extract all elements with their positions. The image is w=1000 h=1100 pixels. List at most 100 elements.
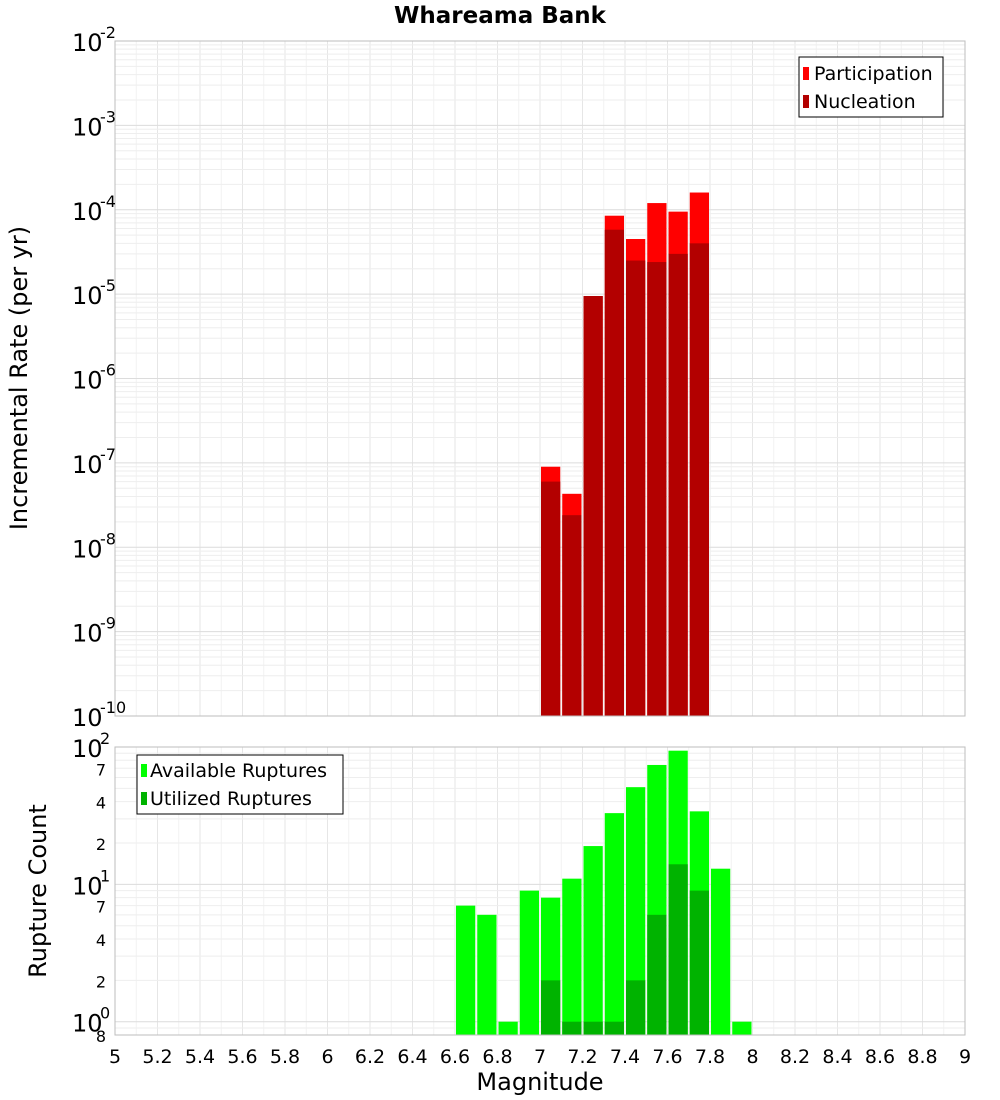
legend-swatch-nucleation xyxy=(803,95,809,108)
x-tick-label: 9 xyxy=(959,1046,971,1068)
rate-y-tick-label: 10 xyxy=(72,704,103,732)
x-tick-label: 7.6 xyxy=(652,1046,682,1068)
rate-grid xyxy=(114,40,966,717)
x-tick-label: 7.8 xyxy=(695,1046,725,1068)
count-bar-utilized-ruptures xyxy=(647,914,667,1035)
count-bar-available-ruptures xyxy=(498,1021,518,1035)
rate-y-tick-exponent: -10 xyxy=(100,698,126,717)
rate-bar-nucleation xyxy=(668,253,688,716)
x-tick-label: 8.8 xyxy=(907,1046,937,1068)
rate-y-tick-exponent: -6 xyxy=(100,361,116,380)
x-tick-label: 6.2 xyxy=(355,1046,385,1068)
legend-participation: Participation xyxy=(814,63,933,85)
count-y-tick-exponent: 2 xyxy=(100,729,110,748)
rate-bar-nucleation xyxy=(689,243,709,717)
x-tick-label: 7 xyxy=(534,1046,546,1068)
count-legend-box xyxy=(136,754,344,815)
rate-y-tick-exponent: -8 xyxy=(100,529,116,548)
chart-title: Whareama Bank xyxy=(394,3,607,29)
rate-y-tick-label: 10 xyxy=(72,367,103,395)
rate-bar-nucleation xyxy=(583,296,603,716)
rate-bar-nucleation xyxy=(647,262,667,716)
count-bar-utilized-ruptures xyxy=(689,890,709,1035)
count-y-tick-label: 8 xyxy=(96,1027,106,1046)
count-y-tick-label: 10 xyxy=(72,1010,103,1038)
x-ticks: 5 5.2 5.4 5.6 5.8 6 6.2 6.4 6.6 6.8 7 7.2 7.4 7.6 7.8 8… xyxy=(109,1046,971,1068)
x-tick-label: 7.2 xyxy=(567,1046,597,1068)
count-y-tick-label: 2 xyxy=(96,972,106,991)
x-tick-label: 6.4 xyxy=(397,1046,427,1068)
count-y-tick-label: 7 xyxy=(96,898,106,917)
x-tick-label: 5.2 xyxy=(142,1046,172,1068)
rate-y-tick-exponent: -2 xyxy=(100,23,116,42)
x-tick-label: 8.2 xyxy=(780,1046,810,1068)
count-bar-available-ruptures xyxy=(604,813,624,1035)
count-bar-available-ruptures xyxy=(477,914,497,1035)
rate-bars xyxy=(541,192,709,717)
count-y-tick-exponent: 1 xyxy=(100,866,110,885)
count-bar-utilized-ruptures xyxy=(626,980,646,1035)
count-bar-available-ruptures xyxy=(583,846,603,1035)
count-bars xyxy=(456,750,752,1035)
count-y-tick-label: 10 xyxy=(72,735,103,763)
rate-y-tick-label: 10 xyxy=(72,198,103,226)
count-y-tick-exponent: 0 xyxy=(100,1004,110,1023)
rate-y-tick-label: 10 xyxy=(72,451,103,479)
count-y-tick-label: 4 xyxy=(96,794,106,813)
count-bar-available-ruptures xyxy=(562,878,582,1035)
x-tick-label: 8.6 xyxy=(865,1046,895,1068)
x-tick-label: 6 xyxy=(321,1046,333,1068)
legend-utilized-ruptures: Utilized Ruptures xyxy=(150,788,312,810)
rate-y-tick-exponent: -7 xyxy=(100,445,116,464)
count-y-tick-label: 10 xyxy=(72,872,103,900)
x-axis-label: Magnitude xyxy=(476,1068,603,1096)
x-tick-label: 8 xyxy=(746,1046,758,1068)
legend-available-ruptures: Available Ruptures xyxy=(150,760,327,782)
count-plot-border xyxy=(114,746,966,1036)
rate-y-tick-label: 10 xyxy=(72,282,103,310)
rate-y-axis-label: Incremental Rate (per yr) xyxy=(5,226,33,530)
rate-bar-nucleation xyxy=(541,481,561,716)
count-bar-available-ruptures xyxy=(519,890,539,1035)
count-bar-utilized-ruptures xyxy=(562,1021,582,1035)
rate-y-tick-exponent: -4 xyxy=(100,192,116,211)
x-tick-label: 5.4 xyxy=(185,1046,215,1068)
count-y-tick-label: 4 xyxy=(96,931,106,950)
x-tick-label: 7.4 xyxy=(610,1046,640,1068)
x-tick-label: 6.8 xyxy=(482,1046,512,1068)
rate-legend: Participation Nucleation xyxy=(798,56,944,118)
count-bar-available-ruptures xyxy=(711,868,731,1035)
count-y-tick-label: 7 xyxy=(96,760,106,779)
count-y-axis-label: Rupture Count xyxy=(24,804,52,978)
count-y-tick-label: 2 xyxy=(96,835,106,854)
rate-y-tick-exponent: -9 xyxy=(100,614,116,633)
rate-legend-box xyxy=(798,56,944,118)
count-bar-available-ruptures xyxy=(732,1021,752,1035)
count-bar-utilized-ruptures xyxy=(541,980,561,1035)
count-bar-utilized-ruptures xyxy=(583,1021,603,1035)
rate-bar-nucleation xyxy=(562,515,582,716)
rate-plot-border xyxy=(114,40,966,717)
count-bar-utilized-ruptures xyxy=(668,864,688,1035)
x-tick-label: 6.6 xyxy=(440,1046,470,1068)
x-tick-label: 5.8 xyxy=(270,1046,300,1068)
rate-y-tick-exponent: -5 xyxy=(100,276,116,295)
count-bar-utilized-ruptures xyxy=(604,1021,624,1035)
rate-y-tick-label: 10 xyxy=(72,113,103,141)
legend-nucleation: Nucleation xyxy=(814,91,916,113)
legend-swatch-participation xyxy=(803,67,809,80)
rate-y-tick-exponent: -3 xyxy=(100,107,116,126)
x-tick-label: 5.6 xyxy=(227,1046,257,1068)
rate-y-tick-label: 10 xyxy=(72,535,103,563)
count-legend: Available Ruptures Utilized Ruptures xyxy=(136,754,344,815)
legend-swatch-utilized xyxy=(141,792,147,805)
legend-swatch-available xyxy=(141,764,147,777)
rate-bar-nucleation xyxy=(626,260,646,716)
x-tick-label: 5 xyxy=(109,1046,121,1068)
x-tick-label: 8.4 xyxy=(822,1046,852,1068)
rate-y-tick-label: 10 xyxy=(72,29,103,57)
